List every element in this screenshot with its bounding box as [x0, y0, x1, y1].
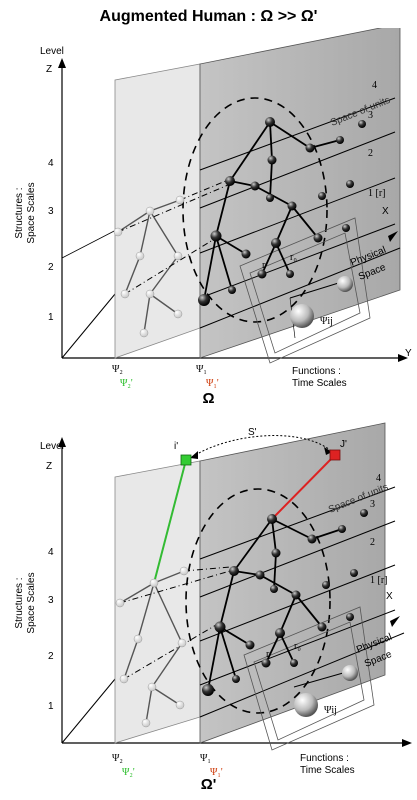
structures-label-line1: Structures : [14, 577, 25, 628]
j-prime-node [329, 449, 341, 461]
unit-level-3: 3 [370, 499, 375, 510]
z-axis-label: Z [46, 461, 52, 472]
psi2-prime-label: Ψ₂' [122, 767, 135, 778]
network-nodes [202, 509, 368, 696]
psi1-prime-label: Ψ₁' [210, 767, 223, 778]
tick-2: 2 [48, 262, 54, 273]
unit-level-2: 2 [368, 148, 373, 159]
page-title: Augmented Human : Ω >> Ω' [99, 8, 318, 25]
cross-plane-links [119, 566, 231, 680]
particles [290, 276, 353, 328]
green-link [153, 459, 187, 584]
omega-caption: Ω [202, 390, 215, 407]
tick-1: 1 [48, 312, 54, 323]
psi1-prime-label: Ψ₁' [206, 378, 219, 389]
psi1-plane [199, 28, 401, 359]
axes [58, 437, 412, 747]
tick-3: 3 [48, 206, 54, 217]
psi2-label: Ψ₂ [112, 753, 123, 764]
functions-label-line2: Time Scales [300, 765, 355, 776]
structures-label-line2: Space Scales [26, 572, 37, 633]
i-prime-node [180, 454, 192, 466]
s-prime-label: S' [248, 427, 257, 438]
level-label: Level [40, 441, 64, 452]
tick-4: 4 [48, 547, 54, 558]
unit-level-3: 3 [368, 110, 373, 121]
z-axis-label: Z [46, 64, 52, 75]
tick-1: 1 [48, 701, 54, 712]
omega-diagram: Level Z Y X Structures : Space Scales 1 … [0, 28, 417, 420]
r-label: r [266, 649, 270, 660]
r0-label: r₀ [294, 641, 301, 652]
x-axis-label: X [382, 206, 389, 217]
functions-label-line1: Functions : [300, 753, 349, 764]
tick-4: 4 [48, 158, 54, 169]
omega-diagram-figure: Level Z Y X Structures : Space Scales 1 … [14, 28, 412, 389]
x-axis-label: X [386, 591, 393, 602]
structures-label-line1: Structures : [14, 187, 25, 238]
j-prime-label: J' [340, 439, 347, 450]
psi2-tree-nodes [113, 195, 185, 338]
psi-ij-label: Ψij [324, 705, 337, 716]
axes [58, 58, 408, 362]
unit-level-1: 1 [r] [368, 188, 386, 199]
psi1-label: Ψ₁ [200, 753, 211, 764]
omega-prime-caption: Ω' [200, 776, 217, 793]
cross-plane-links [117, 179, 229, 295]
y-axis-label: Y [405, 348, 412, 359]
unit-level-4: 4 [372, 80, 377, 91]
s-prime-link [191, 435, 331, 458]
tick-3: 3 [48, 595, 54, 606]
i-prime-label: i' [174, 441, 178, 452]
psi2-prime-label: Ψ₂' [120, 378, 133, 389]
psi2-label: Ψ₂ [112, 364, 123, 375]
psi2-tree-links [117, 199, 181, 334]
unit-level-lines [199, 97, 401, 329]
functions-label-line1: Functions : [292, 366, 341, 377]
psi2-tree-nodes [115, 566, 189, 728]
network-nodes [198, 117, 366, 306]
red-link [271, 454, 336, 520]
particles [294, 665, 358, 717]
psi2-tree-links [119, 570, 185, 724]
structures-label-line2: Space Scales [26, 182, 37, 243]
psi1-label: Ψ₁ [196, 364, 207, 375]
psi2-plane [114, 63, 201, 359]
dashed-ellipse [185, 488, 331, 714]
unit-level-1: 1 [r] [370, 575, 388, 586]
level-label: Level [40, 46, 64, 57]
functions-label-line2: Time Scales [292, 378, 347, 389]
r-label: r [262, 260, 266, 271]
omega-prime-diagram: Level Z X Structures : Space Scales 1 2 … [0, 405, 417, 797]
psi-ij-label: Ψij [320, 316, 333, 327]
unit-level-4: 4 [376, 473, 381, 484]
unit-level-2: 2 [370, 537, 375, 548]
tick-2: 2 [48, 651, 54, 662]
dashed-ellipse [182, 97, 328, 323]
psi1-plane [199, 422, 386, 744]
r0-label: r₀ [290, 252, 297, 263]
omega-prime-diagram-figure: Level Z X Structures : Space Scales 1 2 … [14, 422, 412, 778]
psi2-plane [114, 460, 201, 744]
